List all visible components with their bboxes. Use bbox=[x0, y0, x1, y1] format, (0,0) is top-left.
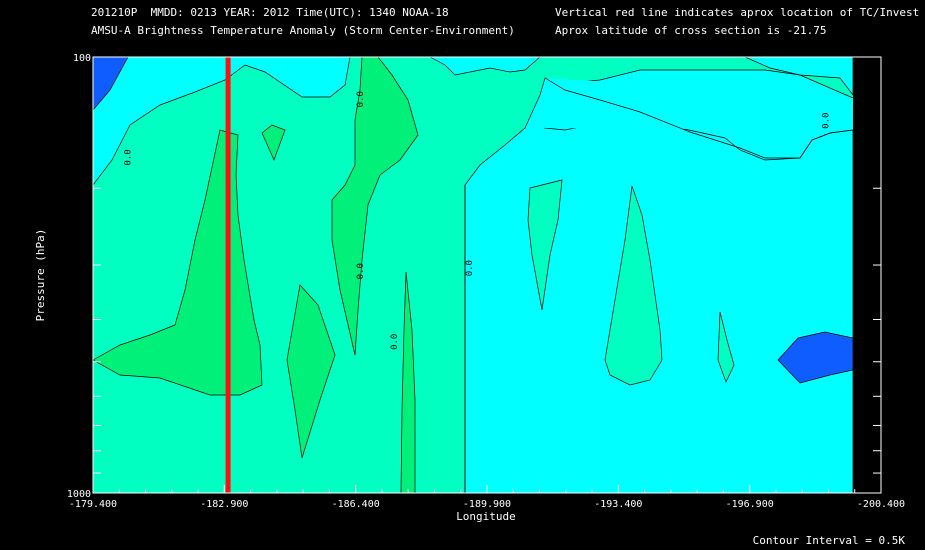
x-tick-label: -200.400 bbox=[857, 499, 905, 510]
contour-value-label: 0.0 bbox=[465, 260, 475, 276]
contour-value-label: 0.0 bbox=[356, 91, 366, 107]
y-axis: 100 1000 bbox=[67, 53, 881, 500]
fill-band-neg-top-left bbox=[92, 56, 351, 187]
x-tick-label: -189.900 bbox=[463, 499, 511, 510]
contour-value-label: 0.0 bbox=[821, 113, 831, 129]
y-tick-label: 1000 bbox=[67, 489, 91, 500]
filled-contours bbox=[92, 56, 854, 494]
x-tick-label: -196.900 bbox=[726, 499, 774, 510]
fill-band-neg-right bbox=[464, 69, 854, 494]
fill-band-pos-small bbox=[261, 124, 286, 161]
fill-band-blob-right-1 bbox=[527, 179, 563, 311]
header-line2-right: Aprox latitude of cross section is -21.7… bbox=[555, 24, 827, 37]
fill-band-neg-right-upper-edge bbox=[544, 77, 854, 159]
fill-band-pos-tc bbox=[92, 129, 263, 396]
contour-value-label: 0.0 bbox=[390, 334, 400, 350]
contour-value-label: 0.0 bbox=[356, 263, 366, 279]
x-axis-title: Longitude bbox=[456, 510, 516, 523]
x-tick-label: -182.900 bbox=[200, 499, 248, 510]
fill-band-neg-right-upper bbox=[545, 78, 853, 130]
fill-band-neg-top-mid bbox=[429, 56, 541, 76]
x-tick-label: -186.400 bbox=[332, 499, 380, 510]
contour-value-label: 0.0 bbox=[124, 149, 134, 165]
header-line1-left: 201210P MMDD: 0213 YEAR: 2012 Time(UTC):… bbox=[91, 6, 449, 19]
fill-band-blob-right-3 bbox=[717, 311, 735, 383]
header-line1-right: Vertical red line indicates aprox locati… bbox=[555, 6, 920, 19]
y-tick-label: 100 bbox=[73, 53, 91, 64]
fill-band-pos-lower-mid bbox=[286, 284, 336, 459]
right-margin bbox=[853, 57, 881, 493]
header-line2-left: AMSU-A Brightness Temperature Anomaly (S… bbox=[91, 24, 515, 37]
x-axis: -179.400 -182.900 -186.400 -189.900 -193.400… bbox=[69, 485, 905, 510]
fill-band-blob-right-2 bbox=[604, 185, 663, 386]
x-tick-label: -193.400 bbox=[594, 499, 642, 510]
contour-interval-label: Contour Interval = 0.5K bbox=[753, 534, 906, 547]
x-tick-label: -179.400 bbox=[69, 499, 117, 510]
fill-band-pos-upper-mid bbox=[331, 56, 419, 356]
contour-labels: 0.0 0.0 0.0 0.0 0.0 0.0 bbox=[124, 91, 832, 350]
y-axis-title: Pressure (hPa) bbox=[34, 229, 47, 322]
